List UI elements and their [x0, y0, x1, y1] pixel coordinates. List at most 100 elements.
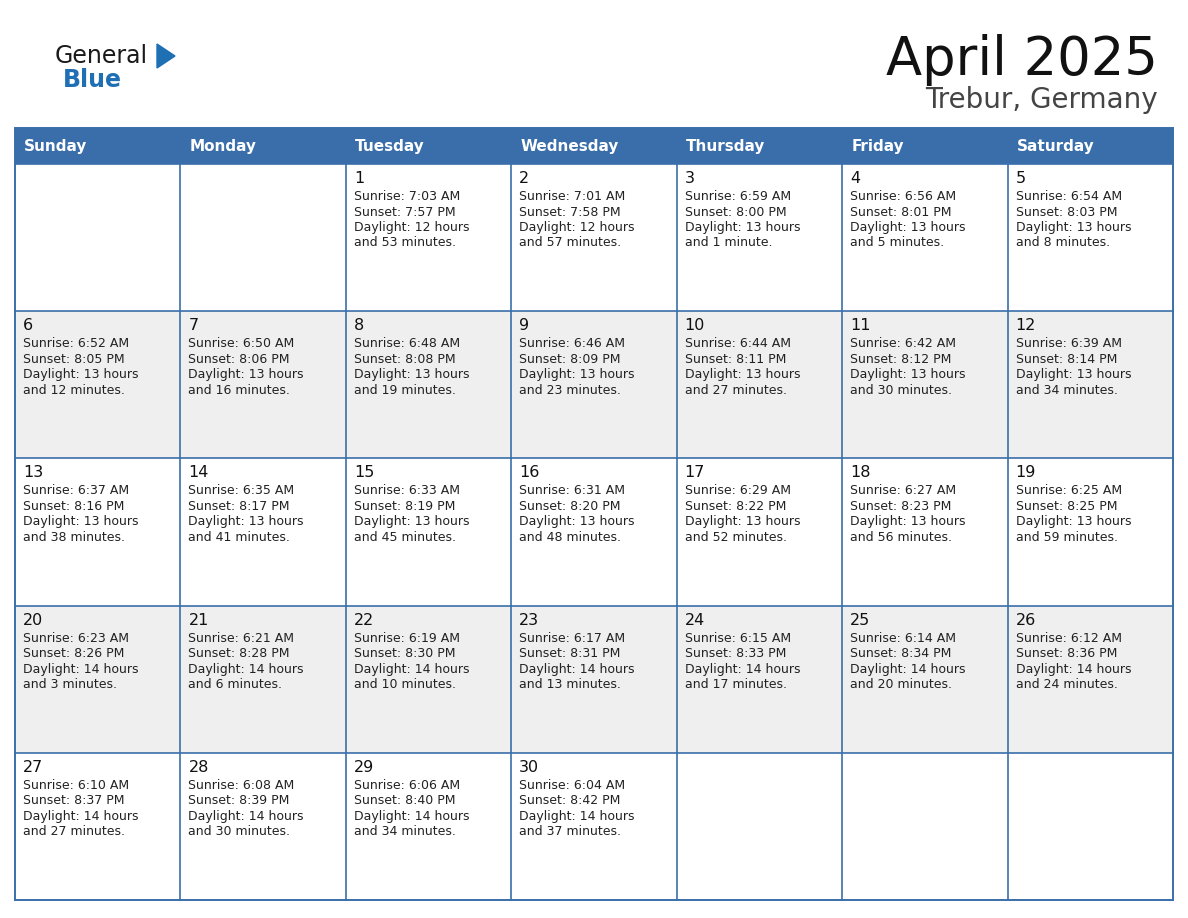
Text: Daylight: 13 hours: Daylight: 13 hours [23, 515, 139, 529]
Text: and 37 minutes.: and 37 minutes. [519, 825, 621, 838]
Text: Daylight: 13 hours: Daylight: 13 hours [189, 515, 304, 529]
Text: and 23 minutes.: and 23 minutes. [519, 384, 621, 397]
Text: Sunrise: 6:12 AM: Sunrise: 6:12 AM [1016, 632, 1121, 644]
Text: and 48 minutes.: and 48 minutes. [519, 531, 621, 543]
Text: Sunset: 7:58 PM: Sunset: 7:58 PM [519, 206, 621, 218]
Text: Sunset: 8:17 PM: Sunset: 8:17 PM [189, 500, 290, 513]
Bar [346, 164, 511, 311]
Text: 9: 9 [519, 319, 530, 333]
Text: and 20 minutes.: and 20 minutes. [851, 678, 952, 691]
Text: Sunset: 8:23 PM: Sunset: 8:23 PM [851, 500, 952, 513]
Text: Sunset: 8:20 PM: Sunset: 8:20 PM [519, 500, 621, 513]
Bar [842, 164, 1007, 311]
Text: Sunset: 8:25 PM: Sunset: 8:25 PM [1016, 500, 1117, 513]
Text: Sunrise: 6:04 AM: Sunrise: 6:04 AM [519, 778, 625, 792]
Text: Daylight: 13 hours: Daylight: 13 hours [354, 515, 469, 529]
Text: Sunset: 8:28 PM: Sunset: 8:28 PM [189, 647, 290, 660]
Bar [511, 128, 677, 164]
Text: Daylight: 13 hours: Daylight: 13 hours [519, 515, 634, 529]
Text: and 56 minutes.: and 56 minutes. [851, 531, 952, 543]
Bar [842, 606, 1007, 753]
Text: Sunrise: 7:03 AM: Sunrise: 7:03 AM [354, 190, 460, 203]
Bar [181, 606, 346, 753]
Text: 13: 13 [23, 465, 43, 480]
Bar [15, 164, 181, 311]
Text: Sunrise: 6:39 AM: Sunrise: 6:39 AM [1016, 337, 1121, 350]
Text: and 53 minutes.: and 53 minutes. [354, 237, 456, 250]
Text: and 52 minutes.: and 52 minutes. [684, 531, 786, 543]
Text: Sunrise: 6:56 AM: Sunrise: 6:56 AM [851, 190, 956, 203]
Text: Sunrise: 6:08 AM: Sunrise: 6:08 AM [189, 778, 295, 792]
Text: Sunset: 8:11 PM: Sunset: 8:11 PM [684, 353, 786, 365]
Text: 3: 3 [684, 171, 695, 186]
Text: and 13 minutes.: and 13 minutes. [519, 678, 621, 691]
Text: 22: 22 [354, 612, 374, 628]
Text: Sunrise: 6:23 AM: Sunrise: 6:23 AM [23, 632, 129, 644]
Text: and 30 minutes.: and 30 minutes. [851, 384, 952, 397]
Text: Sunrise: 6:31 AM: Sunrise: 6:31 AM [519, 485, 625, 498]
Text: Daylight: 13 hours: Daylight: 13 hours [684, 221, 801, 234]
Text: 11: 11 [851, 319, 871, 333]
Text: Daylight: 12 hours: Daylight: 12 hours [354, 221, 469, 234]
Text: 12: 12 [1016, 319, 1036, 333]
Text: Sunset: 8:30 PM: Sunset: 8:30 PM [354, 647, 455, 660]
Text: 1: 1 [354, 171, 364, 186]
Text: 10: 10 [684, 319, 706, 333]
Text: and 45 minutes.: and 45 minutes. [354, 531, 456, 543]
Text: Daylight: 13 hours: Daylight: 13 hours [851, 368, 966, 381]
Text: and 30 minutes.: and 30 minutes. [189, 825, 290, 838]
Text: 26: 26 [1016, 612, 1036, 628]
Bar [15, 128, 181, 164]
Text: Daylight: 14 hours: Daylight: 14 hours [519, 663, 634, 676]
Text: Daylight: 13 hours: Daylight: 13 hours [23, 368, 139, 381]
Text: Daylight: 13 hours: Daylight: 13 hours [1016, 221, 1131, 234]
Text: Sunrise: 6:44 AM: Sunrise: 6:44 AM [684, 337, 791, 350]
Text: and 17 minutes.: and 17 minutes. [684, 678, 786, 691]
Text: Daylight: 13 hours: Daylight: 13 hours [851, 515, 966, 529]
Text: 24: 24 [684, 612, 704, 628]
Bar [15, 311, 181, 458]
Bar [1007, 311, 1173, 458]
Text: 25: 25 [851, 612, 871, 628]
Bar [1007, 753, 1173, 900]
Text: Thursday: Thursday [685, 139, 765, 153]
Text: Sunset: 8:39 PM: Sunset: 8:39 PM [189, 794, 290, 807]
Bar [15, 753, 181, 900]
Text: Sunset: 8:08 PM: Sunset: 8:08 PM [354, 353, 455, 365]
Bar [15, 458, 181, 606]
Text: Sunset: 8:33 PM: Sunset: 8:33 PM [684, 647, 786, 660]
Text: Sunset: 8:03 PM: Sunset: 8:03 PM [1016, 206, 1117, 218]
Bar [181, 128, 346, 164]
Text: Daylight: 14 hours: Daylight: 14 hours [23, 663, 139, 676]
Bar [511, 606, 677, 753]
Bar [181, 458, 346, 606]
Text: Sunset: 8:36 PM: Sunset: 8:36 PM [1016, 647, 1117, 660]
Text: and 38 minutes.: and 38 minutes. [23, 531, 125, 543]
Text: 29: 29 [354, 760, 374, 775]
Text: Daylight: 14 hours: Daylight: 14 hours [851, 663, 966, 676]
Text: Daylight: 13 hours: Daylight: 13 hours [684, 368, 801, 381]
Text: 17: 17 [684, 465, 706, 480]
Bar [346, 606, 511, 753]
Text: 30: 30 [519, 760, 539, 775]
Text: Sunrise: 6:06 AM: Sunrise: 6:06 AM [354, 778, 460, 792]
Text: Sunset: 8:16 PM: Sunset: 8:16 PM [23, 500, 125, 513]
Bar [15, 606, 181, 753]
Text: Sunrise: 6:52 AM: Sunrise: 6:52 AM [23, 337, 129, 350]
Text: Daylight: 13 hours: Daylight: 13 hours [1016, 368, 1131, 381]
Text: Daylight: 14 hours: Daylight: 14 hours [519, 810, 634, 823]
Text: Sunset: 8:22 PM: Sunset: 8:22 PM [684, 500, 786, 513]
Text: Sunrise: 6:19 AM: Sunrise: 6:19 AM [354, 632, 460, 644]
Text: Sunrise: 6:17 AM: Sunrise: 6:17 AM [519, 632, 625, 644]
Text: Sunrise: 7:01 AM: Sunrise: 7:01 AM [519, 190, 626, 203]
Text: 8: 8 [354, 319, 364, 333]
Text: Daylight: 14 hours: Daylight: 14 hours [684, 663, 801, 676]
Bar [1007, 606, 1173, 753]
Text: Sunset: 8:19 PM: Sunset: 8:19 PM [354, 500, 455, 513]
Text: and 16 minutes.: and 16 minutes. [189, 384, 290, 397]
Text: Daylight: 14 hours: Daylight: 14 hours [354, 663, 469, 676]
Text: Sunset: 8:42 PM: Sunset: 8:42 PM [519, 794, 620, 807]
Text: 27: 27 [23, 760, 43, 775]
Text: 6: 6 [23, 319, 33, 333]
Text: Daylight: 14 hours: Daylight: 14 hours [23, 810, 139, 823]
